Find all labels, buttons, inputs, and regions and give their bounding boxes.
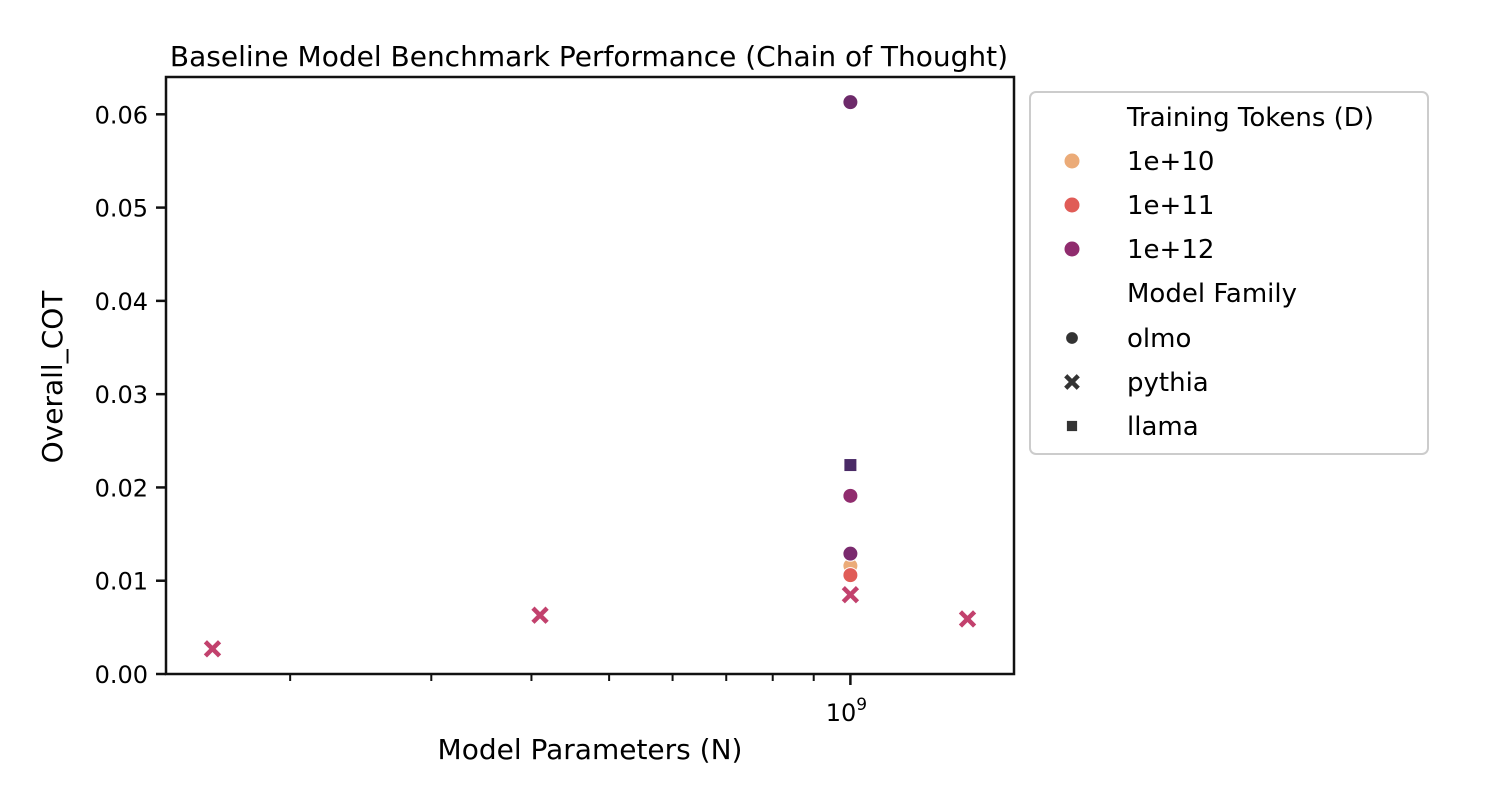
legend-style-label: pythia	[1127, 368, 1209, 398]
legend-style-marker	[1065, 331, 1079, 345]
legend-frame	[1029, 91, 1429, 455]
y-tick-label: 0.00	[95, 661, 148, 689]
y-tick-label: 0.06	[95, 101, 148, 129]
data-point-pythia	[958, 610, 977, 628]
y-tick-label: 0.01	[95, 568, 148, 596]
y-tick-label: 0.03	[95, 381, 148, 409]
legend-hue-label: 1e+12	[1127, 235, 1214, 265]
plot-frame	[164, 75, 1016, 676]
data-point-pythia	[531, 606, 549, 624]
legend-hue-label: 1e+10	[1127, 147, 1214, 177]
y-tick-label: 0.05	[95, 195, 148, 223]
plot-area: 0.00 0.01 0.02 0.03 0.04 0.05 0.06 109	[95, 94, 977, 727]
x-tick-label: 109	[826, 695, 867, 727]
y-tick-label: 0.04	[95, 288, 148, 316]
x-axis-label: Model Parameters (N)	[438, 733, 743, 766]
data-point-olmo	[842, 545, 859, 562]
data-point-llama	[844, 459, 857, 472]
legend-style-marker	[1066, 420, 1078, 432]
legend-style-title: Model Family	[1127, 279, 1297, 309]
legend-hue-marker	[1064, 153, 1080, 169]
data-point-pythia	[841, 586, 860, 604]
y-tick-label: 0.02	[95, 474, 148, 502]
data-point-pythia	[203, 640, 222, 658]
legend-hue-marker	[1064, 197, 1080, 213]
data-point-olmo	[842, 567, 859, 584]
legend-style-label: llama	[1127, 412, 1199, 442]
legend: Training Tokens (D) 1e+10 1e+11 1e+12 Mode…	[1029, 91, 1429, 455]
y-axis-label: Overall_COT	[36, 290, 69, 464]
data-point-olmo	[842, 487, 859, 504]
legend-style-marker	[1064, 374, 1080, 390]
legend-hue-label: 1e+11	[1127, 191, 1214, 221]
data-point-olmo	[842, 94, 859, 111]
legend-style-label: olmo	[1127, 324, 1191, 354]
legend-hue-title: Training Tokens (D)	[1126, 103, 1374, 133]
chart-title: Baseline Model Benchmark Performance (Ch…	[170, 40, 1008, 73]
legend-hue-marker	[1064, 241, 1080, 257]
